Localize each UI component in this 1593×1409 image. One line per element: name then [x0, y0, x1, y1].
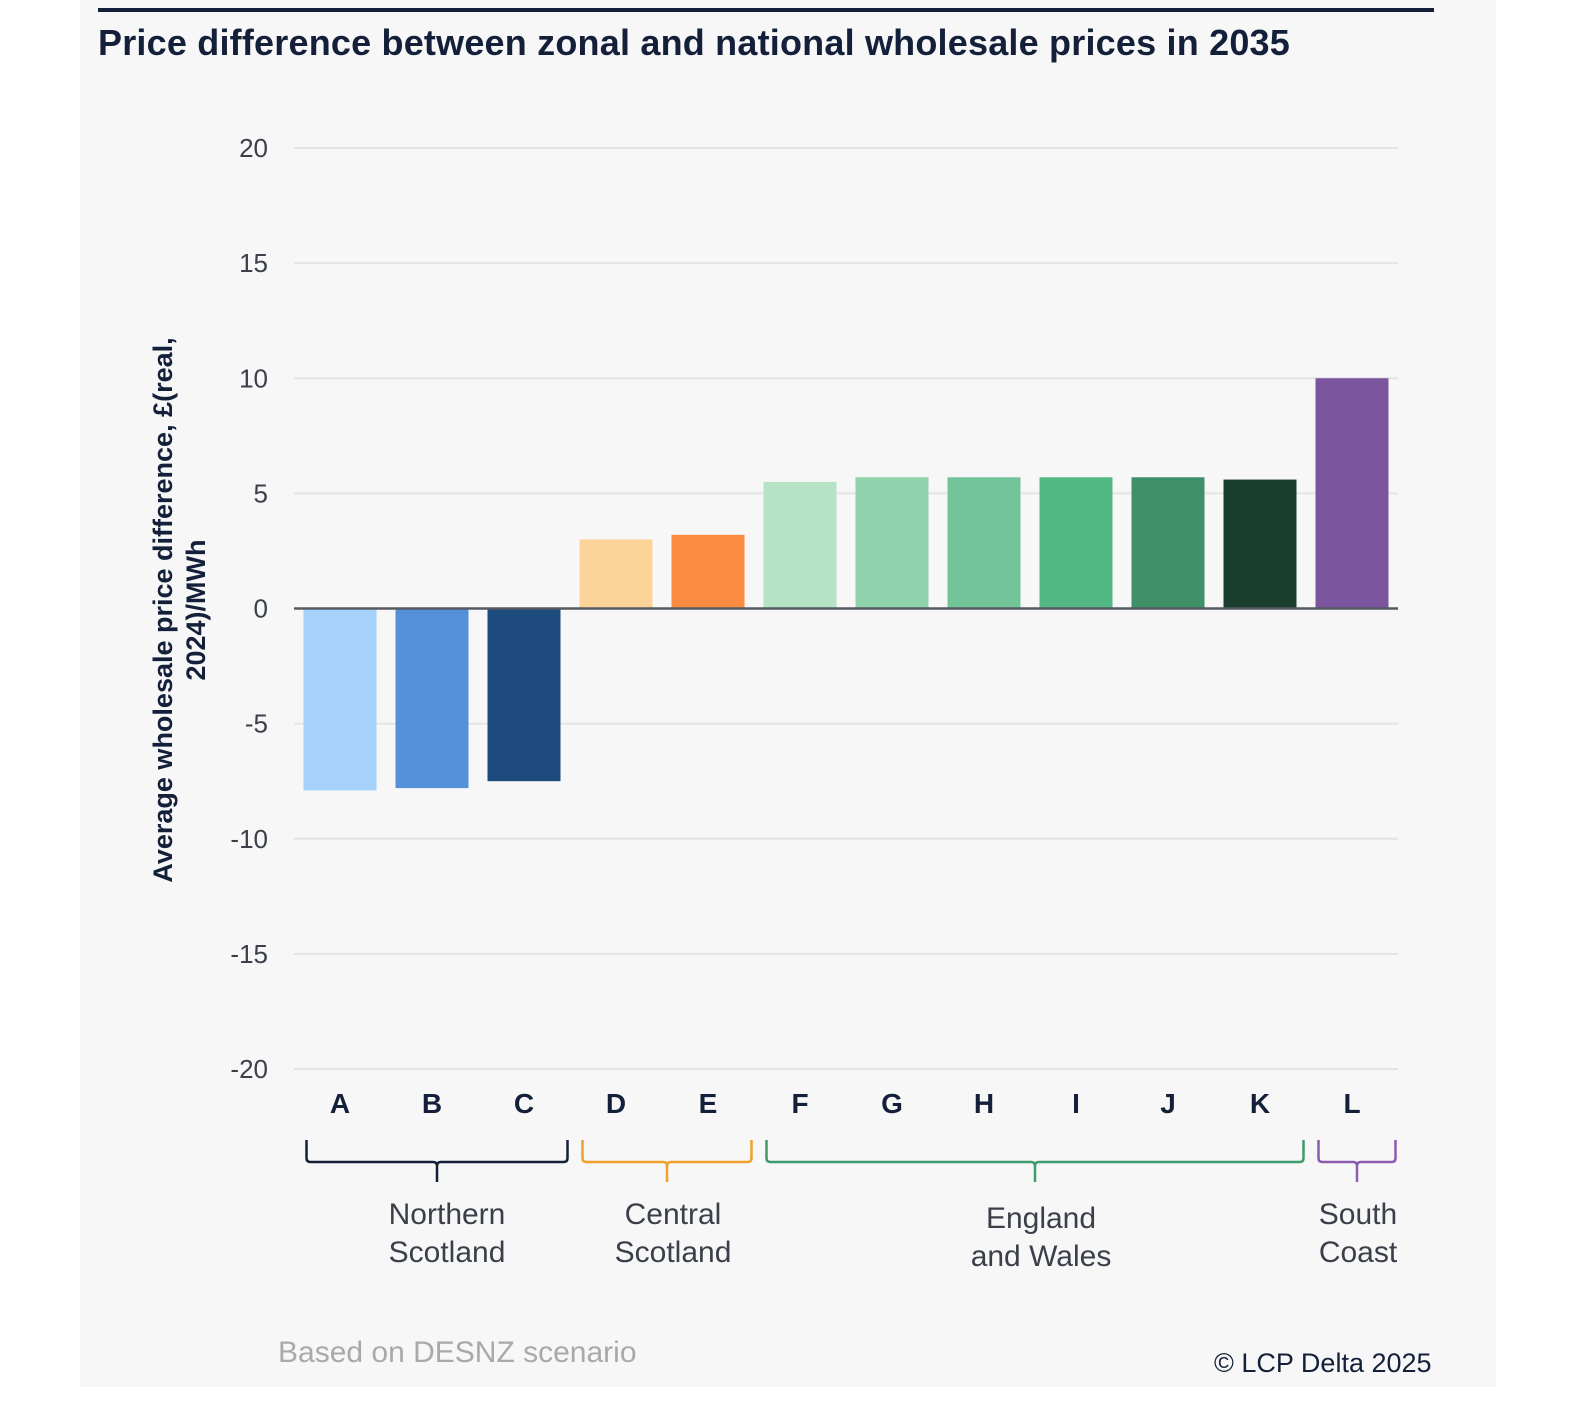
group-label-england-and-wales: England and Wales	[970, 1202, 1112, 1273]
copyright: © LCP Delta 2025	[1214, 1348, 1432, 1378]
y-tick-label: 5	[254, 478, 268, 508]
x-tick-label-l: L	[1343, 1088, 1360, 1119]
x-tick-label-g: G	[881, 1088, 903, 1119]
group-label-northern-scotland: Northern Scotland	[388, 1198, 506, 1269]
bar-g	[855, 477, 929, 609]
bar-k	[1223, 479, 1297, 609]
y-tick-label: -10	[230, 824, 268, 854]
bar-i	[1039, 477, 1113, 609]
y-tick-label: 20	[239, 133, 268, 163]
bar-c	[487, 608, 561, 782]
bar-a	[303, 608, 377, 791]
y-tick-label: -20	[230, 1054, 268, 1084]
y-tick-label: 10	[239, 363, 268, 393]
top-rule	[98, 8, 1434, 12]
x-tick-label-b: B	[422, 1088, 442, 1119]
source-note: Based on DESNZ scenario	[278, 1336, 637, 1369]
x-tick-label-j: J	[1160, 1088, 1176, 1119]
chart-title: Price difference between zonal and natio…	[98, 22, 1291, 63]
x-tick-label-e: E	[699, 1088, 718, 1119]
bar-e	[671, 534, 745, 609]
bar-j	[1131, 477, 1205, 609]
y-tick-label: -15	[230, 939, 268, 969]
group-label-south-coast: South Coast	[1318, 1198, 1398, 1269]
y-tick-label: -5	[245, 709, 268, 739]
group-bracket-2	[765, 1140, 1305, 1182]
bar-h	[947, 477, 1021, 609]
bar-f	[763, 481, 837, 609]
group-label-central-scotland: Central Scotland	[614, 1198, 732, 1269]
x-tick-label-h: H	[974, 1088, 994, 1119]
x-tick-label-c: C	[514, 1088, 534, 1119]
x-tick-label-a: A	[330, 1088, 350, 1119]
x-tick-label-k: K	[1250, 1088, 1270, 1119]
x-tick-label-d: D	[606, 1088, 626, 1119]
bar-l	[1315, 378, 1389, 609]
group-bracket-3	[1317, 1140, 1397, 1182]
x-tick-label-i: I	[1072, 1088, 1080, 1119]
group-bracket-1	[581, 1140, 753, 1182]
bar-b	[395, 608, 469, 789]
y-tick-label: 15	[239, 248, 268, 278]
x-tick-label-f: F	[791, 1088, 808, 1119]
y-tick-label: 0	[254, 594, 268, 624]
bar-d	[579, 539, 653, 609]
group-bracket-0	[305, 1140, 569, 1182]
